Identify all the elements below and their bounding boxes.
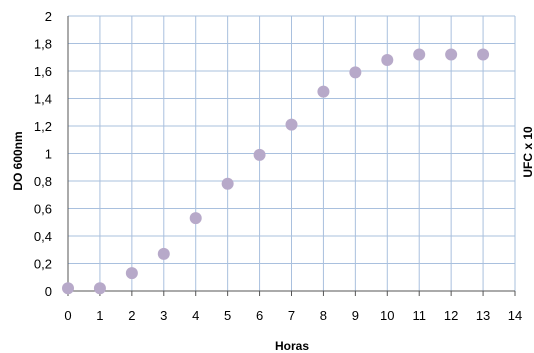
data-point (62, 282, 74, 295)
data-point (125, 267, 138, 280)
x-tick-label: 13 (476, 308, 490, 323)
x-tick-label: 0 (64, 308, 71, 323)
y-tick-label: 1,6 (34, 64, 52, 79)
data-points (62, 48, 490, 295)
data-point (445, 48, 458, 61)
data-point (413, 48, 426, 61)
x-tick-label: 4 (192, 308, 199, 323)
y-tick-label: 2 (45, 9, 52, 24)
data-point (317, 85, 330, 98)
data-point (477, 48, 490, 61)
x-tick-label: 3 (160, 308, 167, 323)
x-tick-label: 12 (444, 308, 458, 323)
secondary-axis-title: UFC x 10 (521, 126, 534, 178)
data-point (253, 148, 266, 161)
y-tick-label: 1,2 (34, 119, 52, 134)
x-tick-label: 7 (288, 308, 295, 323)
y-tick-label: 0,2 (34, 257, 52, 272)
x-tick-label: 9 (352, 308, 359, 323)
y-tick-label: 1,8 (34, 37, 52, 52)
x-tick-label: 6 (256, 308, 263, 323)
y-axis-title: DO 600nm (11, 131, 25, 190)
data-point (189, 212, 202, 225)
y-tick-label: 0,4 (34, 229, 52, 244)
x-tick-label: 2 (128, 308, 135, 323)
y-tick-label: 0 (45, 284, 52, 299)
data-point (221, 177, 234, 190)
x-tick-label: 8 (320, 308, 327, 323)
x-tick-label: 10 (380, 308, 394, 323)
x-tick-label: 1 (96, 308, 103, 323)
x-tick-label: 5 (224, 308, 231, 323)
y-tick-label: 0,8 (34, 174, 52, 189)
y-tick-label: 1,4 (34, 92, 52, 107)
x-tick-label: 11 (412, 308, 426, 323)
y-tick-label: 0,6 (34, 202, 52, 217)
data-point (157, 247, 170, 260)
x-axis-ticks: 0 1 2 3 4 5 6 7 8 9 10 11 12 13 14 (64, 308, 522, 323)
data-point (285, 118, 298, 131)
data-point (381, 54, 394, 66)
y-tick-label: 1 (45, 147, 52, 162)
data-point (93, 282, 106, 295)
x-tick-label: 14 (508, 308, 522, 323)
x-axis-title: Horas (275, 339, 309, 353)
data-point (349, 66, 362, 79)
y-axis-ticks: 0 0,2 0,4 0,6 0,8 1 1,2 1,4 1,6 1,8 2 (34, 9, 52, 299)
chart-grid (68, 15, 516, 291)
